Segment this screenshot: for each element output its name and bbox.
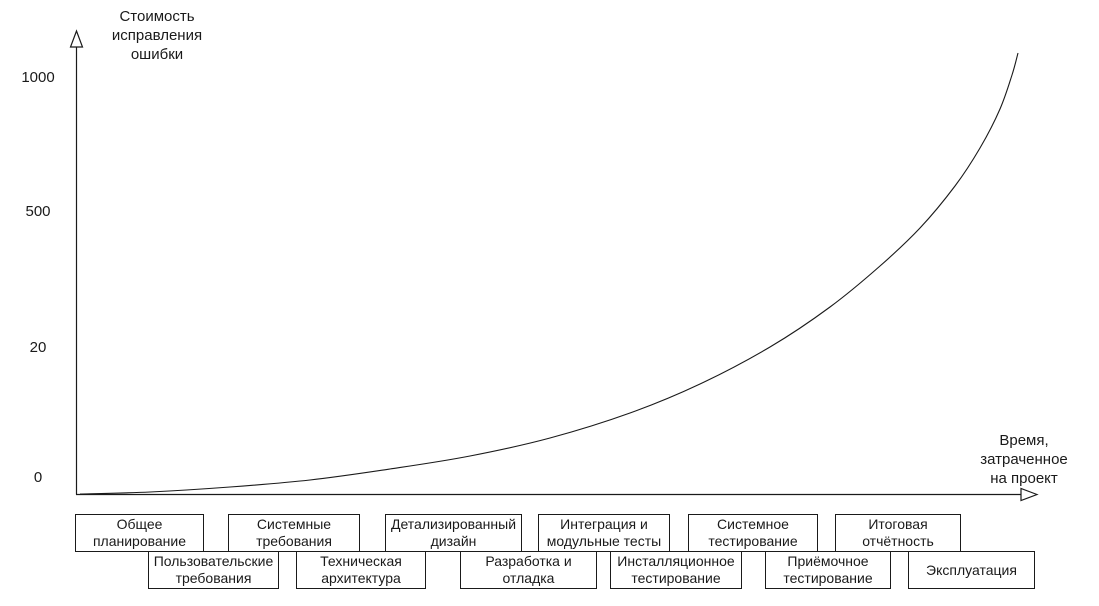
- y-axis-title-line: ошибки: [130, 46, 184, 63]
- y-axis-title: Стоимость исправления ошибки: [93, 7, 221, 64]
- phase-box-system-requirements: Системные требования: [228, 514, 360, 552]
- phase-box-user-requirements: Пользовательские требования: [148, 551, 279, 589]
- phase-box-final-reporting: Итоговая отчётность: [835, 514, 961, 552]
- phase-box-detailed-design: Детализированный дизайн: [385, 514, 522, 552]
- phase-box-operation: Эксплуатация: [908, 551, 1035, 589]
- x-axis-arrowhead-icon: [1020, 487, 1039, 502]
- y-axis-title-line: исправления: [111, 27, 203, 44]
- x-axis-title-line: Время,: [999, 432, 1049, 449]
- y-tick-20: 20: [29, 339, 47, 356]
- y-axis-arrowhead-icon: [69, 29, 84, 48]
- y-tick-0: 0: [33, 469, 43, 486]
- phase-box-technical-architecture: Техническая архитектура: [296, 551, 426, 589]
- phase-box-system-testing: Системное тестирование: [688, 514, 818, 552]
- phase-box-installation-testing: Инсталляционное тестирование: [610, 551, 742, 589]
- phase-box-acceptance-testing: Приёмочное тестирование: [765, 551, 891, 589]
- y-tick-1000: 1000: [21, 69, 55, 86]
- phase-box-integration-unit-tests: Интеграция и модульные тесты: [538, 514, 670, 552]
- x-axis-title-line: на проект: [990, 470, 1058, 487]
- cost-curve-line: [79, 52, 1019, 495]
- y-axis-title-line: Стоимость: [119, 8, 195, 25]
- x-axis-title: Время, затраченное на проект: [961, 431, 1087, 488]
- x-axis-title-line: затраченное: [980, 451, 1068, 468]
- phase-box-development-debugging: Разработка и отладка: [460, 551, 597, 589]
- phase-box-general-planning: Общее планирование: [75, 514, 204, 552]
- y-tick-500: 500: [25, 203, 51, 220]
